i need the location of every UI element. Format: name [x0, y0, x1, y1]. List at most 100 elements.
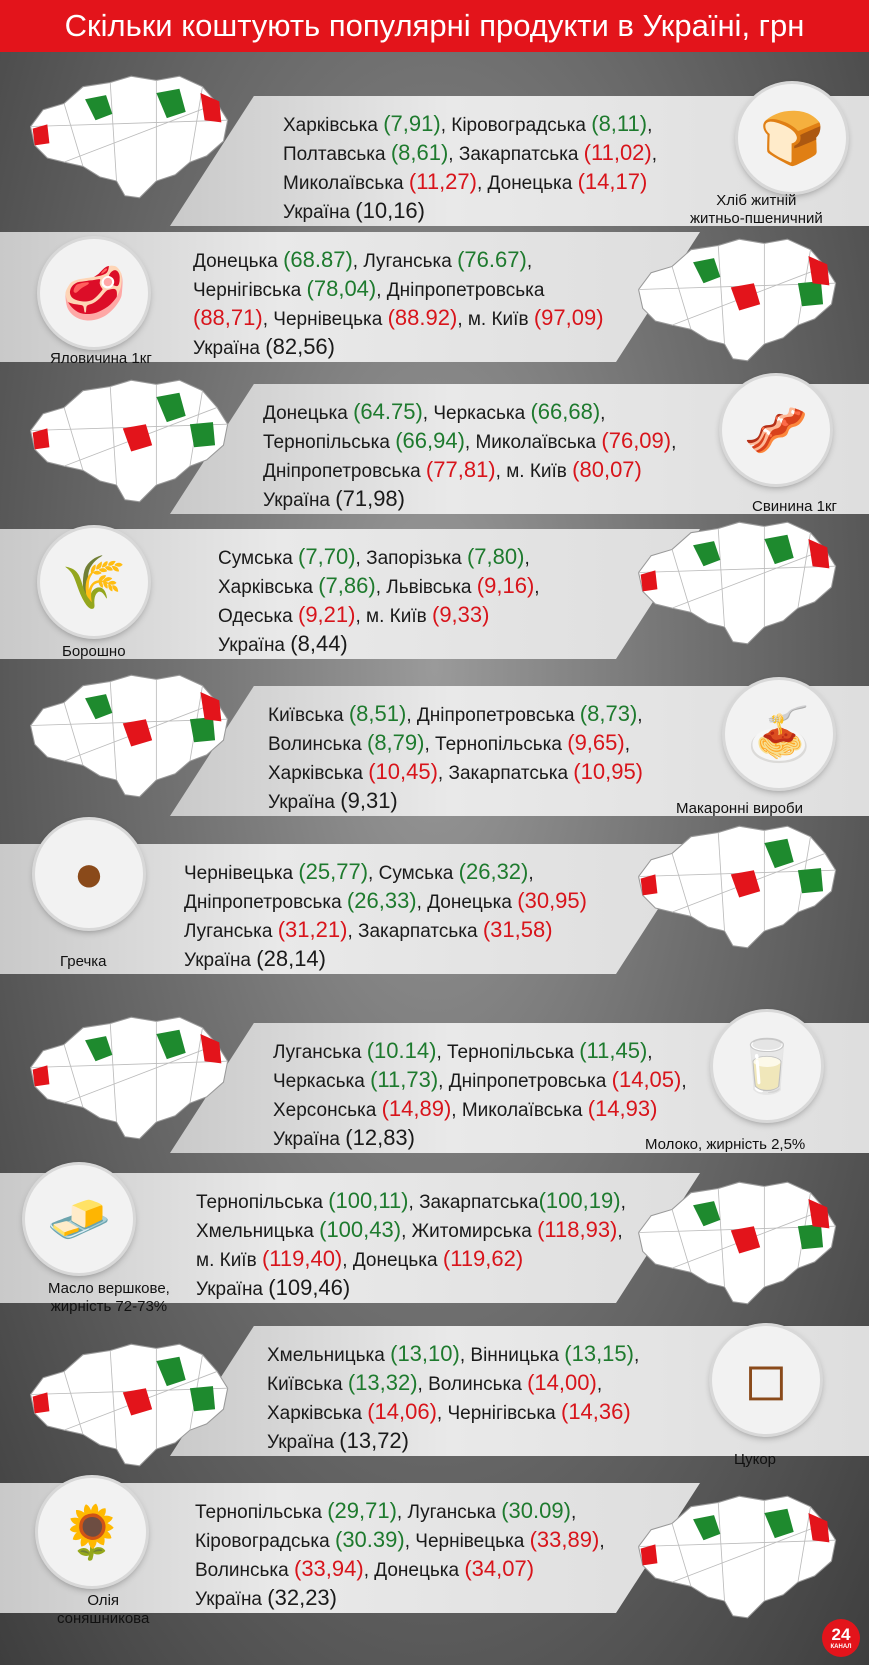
price-value: (66,68) [530, 399, 601, 424]
price-line: Київська (8,51), Дніпропетровська (8,73)… [268, 700, 643, 729]
region-name: , Запорізька [355, 548, 467, 569]
price-line: Україна (9,31) [268, 787, 643, 816]
low-price-region [764, 1508, 794, 1539]
pork-meat-icon: 🥓 [722, 376, 830, 484]
region-name: Україна [268, 792, 341, 813]
region-name: , Закарпатська [347, 921, 483, 942]
region-name: , [524, 548, 530, 569]
price-line: Харківська (7,91), Кіровоградська (8,11)… [283, 110, 657, 139]
price-value: (10,16) [355, 198, 425, 223]
price-value: (13,32) [347, 1370, 418, 1395]
sugar-bowl-icon: ◻ [712, 1326, 820, 1434]
low-price-region [156, 88, 186, 119]
price-value: (33,94) [294, 1556, 364, 1581]
region-name: Україна [263, 490, 336, 511]
region-name: Тернопільська [263, 432, 396, 453]
milk-carton-icon: 🥛 [713, 1012, 821, 1120]
region-name: , Закарпатська [448, 144, 584, 165]
region-name: Луганська [273, 1042, 367, 1063]
price-value: (9,65) [567, 730, 625, 755]
high-price-region [640, 1544, 658, 1566]
region-name: , [651, 144, 658, 165]
region-name: Харківська [218, 577, 319, 598]
region-name: Донецька [263, 403, 354, 424]
low-price-region [693, 1515, 721, 1541]
price-value: (14,06) [367, 1399, 437, 1424]
price-line: Україна (71,98) [263, 485, 676, 514]
high-price-region [32, 428, 50, 450]
low-price-region [764, 534, 794, 565]
region-name: , [617, 1221, 623, 1242]
channel-24-logo: 24 КАНАЛ [822, 1619, 860, 1657]
product-label: Макаронні вироби [676, 800, 803, 817]
price-value: (10,95) [573, 759, 644, 784]
region-name: , Тернопільська [436, 1042, 580, 1063]
region-name: , Чернівецька [404, 1531, 530, 1552]
region-name: , м. Київ [355, 606, 432, 627]
region-name: Дніпропетровська [184, 892, 347, 913]
low-price-region [156, 1029, 186, 1060]
region-name: , Волинська [417, 1374, 528, 1395]
region-name: Київська [268, 705, 349, 726]
price-value: (13,10) [390, 1341, 460, 1366]
price-value: (100,43) [319, 1217, 402, 1242]
region-border [63, 103, 218, 163]
region-name: м. Київ [196, 1250, 262, 1271]
region-name: Хмельницька [196, 1221, 320, 1242]
price-list: Донецька (68.87), Луганська (76.67), Черн… [193, 246, 604, 362]
price-list: Хмельницька (13,10), Вінницька (13,15), К… [267, 1340, 639, 1456]
high-price-region [122, 424, 153, 452]
ukraine-region-map [29, 1016, 229, 1140]
price-line: Одеська (9,21), м. Київ (9,33) [218, 601, 540, 630]
region-border [109, 1350, 117, 1450]
ukraine-region-map [29, 75, 229, 199]
region-name: Україна [195, 1589, 268, 1610]
price-value: (76.67) [457, 247, 527, 272]
high-price-region [730, 283, 761, 311]
price-line: Харківська (10,45), Закарпатська (10,95) [268, 758, 643, 787]
price-value: (14,17) [577, 169, 648, 194]
price-value: (9,21) [298, 602, 356, 627]
region-name: , Чернігівська [436, 1403, 561, 1424]
price-line: Україна (8,44) [218, 630, 540, 659]
high-price-region [122, 1388, 153, 1416]
region-name: Україна [283, 202, 356, 223]
price-line: Тернопільська (100,11), Закарпатська(100… [196, 1187, 626, 1216]
price-value: (26,33) [346, 888, 417, 913]
low-price-region [797, 281, 824, 307]
price-line: (88,71), Чернівецька (88.92), м. Київ (9… [193, 304, 604, 333]
region-name: Київська [267, 1374, 348, 1395]
price-list: Тернопільська (100,11), Закарпатська(100… [196, 1187, 626, 1303]
low-price-region [156, 1356, 186, 1387]
region-name: Сумська [218, 548, 299, 569]
low-price-region [85, 1036, 113, 1062]
region-name: , Дніпропетровська [406, 705, 580, 726]
beef-steak-icon: 🥩 [40, 239, 148, 347]
region-name: , [534, 577, 540, 598]
region-border [797, 1506, 811, 1583]
region-name: Кіровоградська [195, 1531, 335, 1552]
price-line: Україна (32,23) [195, 1584, 605, 1613]
price-value: (26,32) [458, 859, 529, 884]
region-name: Чернівецька [184, 863, 299, 884]
product-label: Гречка [60, 953, 107, 970]
region-name: Волинська [195, 1560, 294, 1581]
price-value: (7,86) [318, 573, 376, 598]
price-line: Україна (13,72) [267, 1427, 639, 1456]
price-line: Харківська (14,06), Чернігівська (14,36) [267, 1398, 639, 1427]
price-list: Харківська (7,91), Кіровоградська (8,11)… [283, 110, 657, 226]
high-price-region [200, 1033, 222, 1064]
price-line: м. Київ (119,40), Донецька (119,62) [196, 1245, 626, 1274]
region-border [109, 386, 117, 486]
region-name: , [633, 1345, 640, 1366]
price-line: Черкаська (11,73), Дніпропетровська (14,… [273, 1066, 687, 1095]
region-name: , Черкаська [422, 403, 531, 424]
product-label: Цукор [734, 1451, 777, 1468]
price-line: Україна (109,46) [196, 1274, 626, 1303]
price-value: (68.87) [283, 247, 353, 272]
region-name: Тернопільська [195, 1502, 328, 1523]
region-name: , [600, 403, 606, 424]
price-value: (9,33) [432, 602, 490, 627]
ukraine-region-map [637, 825, 837, 949]
region-name: , Дніпропетровська [438, 1071, 612, 1092]
